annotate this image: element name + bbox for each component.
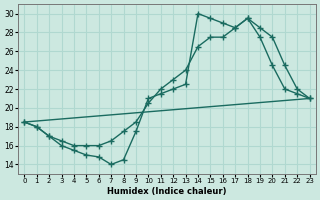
X-axis label: Humidex (Indice chaleur): Humidex (Indice chaleur) — [107, 187, 227, 196]
